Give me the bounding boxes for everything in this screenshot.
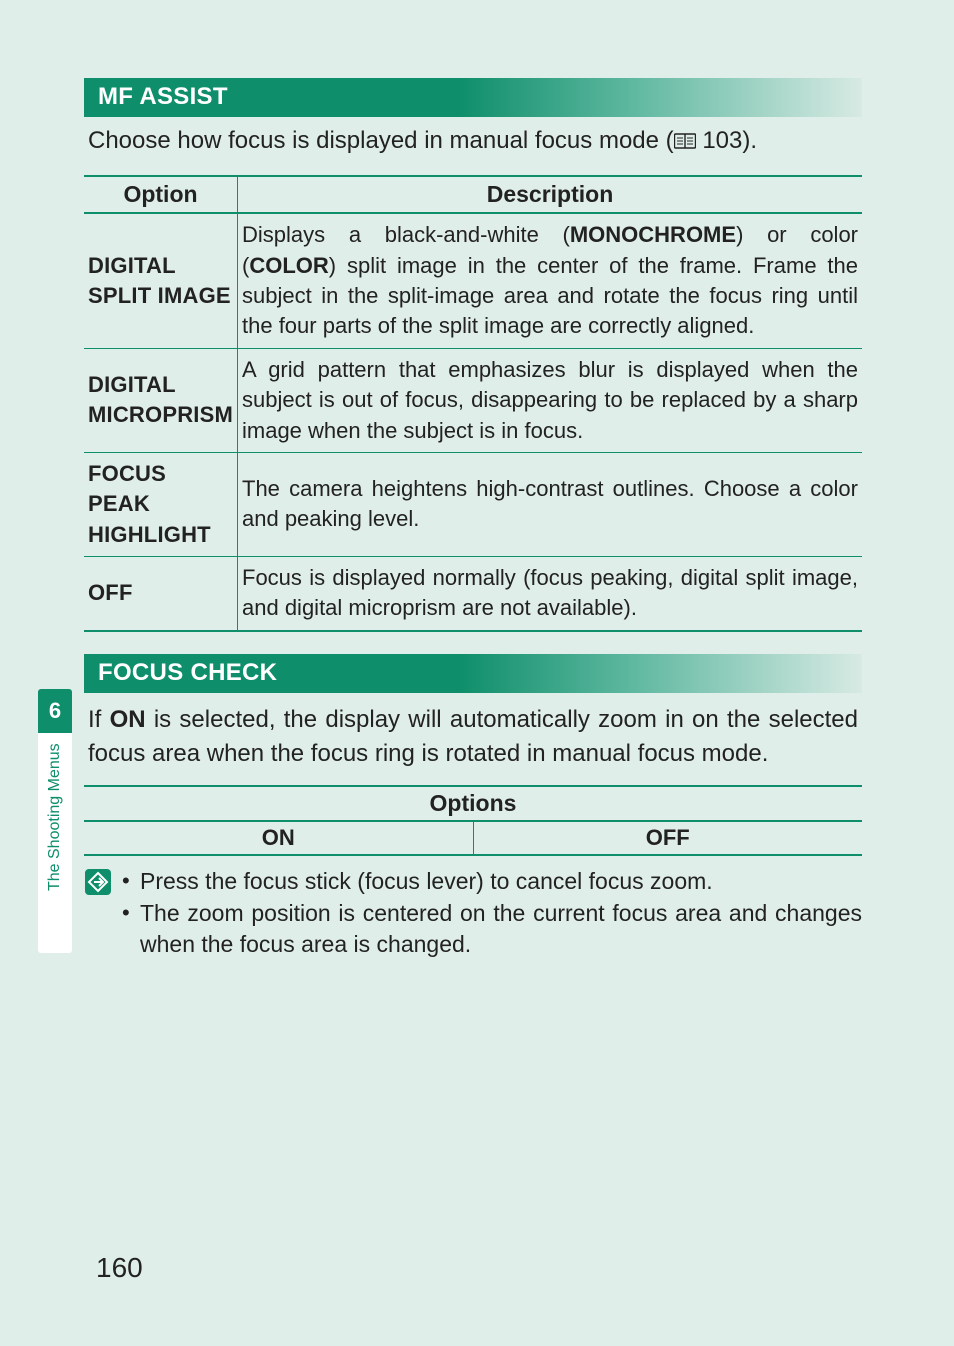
chapter-tab: 6 The Shooting Menus (38, 689, 72, 953)
intro-bold: ON (110, 706, 146, 733)
option-description: The camera heightens high-contrast outli… (238, 452, 863, 556)
mf-assist-intro: Choose how focus is displayed in manual … (88, 125, 858, 159)
table-row: FOCUS PEAK HIGHLIGHT The camera heighten… (84, 452, 862, 556)
option-off: OFF (473, 821, 862, 855)
table-row: OFF Focus is displayed normally (focus p… (84, 556, 862, 630)
option-description: Focus is displayed normally (focus peaki… (238, 556, 863, 630)
option-description: A grid pattern that emphasizes blur is d… (238, 348, 863, 452)
mf-assist-table: Option Description DIGITAL SPLIT IMAGE D… (84, 175, 862, 631)
intro-text: Choose how focus is displayed in manual … (88, 127, 674, 154)
intro-ref: 103). (696, 127, 757, 154)
desc-bold: COLOR (249, 253, 328, 278)
desc-text: Displays a black-and-white ( (242, 222, 570, 247)
focus-check-notes: Press the focus stick (focus lever) to c… (84, 866, 862, 961)
page-content: MF ASSIST Choose how focus is displayed … (84, 78, 862, 961)
col-header-option: Option (84, 176, 238, 213)
section-heading-mf-assist: MF ASSIST (84, 78, 862, 117)
option-name: DIGITAL SPLIT IMAGE (84, 213, 238, 348)
desc-bold: MONOCHROME (570, 222, 736, 247)
intro-text: is selected, the display will automatica… (88, 706, 858, 767)
note-item: Press the focus stick (focus lever) to c… (122, 866, 862, 898)
option-name: FOCUS PEAK HIGHLIGHT (84, 452, 238, 556)
option-name: OFF (84, 556, 238, 630)
page-ref-icon (674, 127, 696, 159)
col-header-description: Description (238, 176, 863, 213)
desc-text: ) split image in the center of the frame… (242, 253, 858, 339)
focus-check-intro: If ON is selected, the display will auto… (88, 703, 858, 771)
focus-check-options-table: Options ON OFF (84, 785, 862, 856)
chapter-number: 6 (38, 689, 72, 733)
page-number: 160 (96, 1252, 143, 1284)
option-description: Displays a black-and-white (MONOCHROME ) … (238, 213, 863, 348)
chapter-title: The Shooting Menus (38, 733, 72, 953)
table-row: DIGITAL SPLIT IMAGE Displays a black-and… (84, 213, 862, 348)
table-row: DIGITAL MICROPRISM A grid pattern that e… (84, 348, 862, 452)
section-heading-focus-check: FOCUS CHECK (84, 654, 862, 693)
note-icon (84, 868, 112, 905)
option-name: DIGITAL MICROPRISM (84, 348, 238, 452)
options-header: Options (84, 786, 862, 821)
intro-text: If (88, 706, 110, 733)
note-item: The zoom position is centered on the cur… (122, 898, 862, 961)
option-on: ON (84, 821, 473, 855)
